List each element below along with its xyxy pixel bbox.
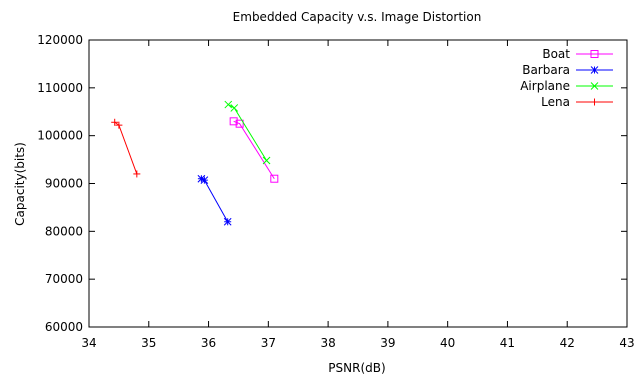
series-line-boat xyxy=(233,120,275,179)
y-tick-label: 60000 xyxy=(45,320,83,334)
x-tick-label: 37 xyxy=(261,336,276,350)
legend-marker xyxy=(590,66,599,74)
marker-square xyxy=(229,117,238,126)
data-point-barbara xyxy=(200,176,209,185)
chart-title: Embedded Capacity v.s. Image Distortion xyxy=(233,10,482,24)
legend-item-airplane: Airplane xyxy=(520,79,613,93)
x-tick-label: 38 xyxy=(320,336,335,350)
series-barbara xyxy=(197,174,232,226)
data-point-boat xyxy=(270,174,279,183)
x-tick-label: 41 xyxy=(500,336,515,350)
legend-item-boat: Boat xyxy=(542,47,613,61)
y-tick-label: 120000 xyxy=(37,33,83,47)
data-point-airplane xyxy=(230,104,239,112)
marker-stroke xyxy=(230,104,239,112)
series-airplane xyxy=(224,100,271,165)
legend-marker xyxy=(590,50,599,58)
y-tick-label: 110000 xyxy=(37,81,83,95)
data-point-lena xyxy=(111,118,119,126)
marker-stroke xyxy=(223,217,232,226)
x-axis: 34 35 36 37 38 39 40 41 42 43 xyxy=(81,40,635,350)
legend-item-lena: Lena xyxy=(541,95,613,109)
legend-item-barbara: Barbara xyxy=(522,63,613,77)
data-point-barbara xyxy=(223,217,232,226)
marker-stroke xyxy=(200,176,209,185)
legend: Boat Barbara Airplane Lena xyxy=(520,47,613,109)
y-axis: 60000 70000 80000 90000 100000 110000 120000 xyxy=(37,33,627,334)
x-tick-label: 39 xyxy=(380,336,395,350)
y-axis-label: Capacity(bits) xyxy=(13,142,27,226)
data-point-boat xyxy=(235,119,244,128)
marker-stroke xyxy=(590,66,599,74)
legend-marker xyxy=(590,82,599,90)
marker-square xyxy=(235,119,244,128)
legend-label: Boat xyxy=(542,47,570,61)
x-axis-label: PSNR(dB) xyxy=(328,361,385,375)
marker-stroke xyxy=(262,156,271,165)
data-point-airplane xyxy=(262,156,271,165)
legend-marker xyxy=(591,98,598,106)
series-boat xyxy=(229,117,279,183)
series-line-barbara xyxy=(201,178,229,223)
x-tick-label: 42 xyxy=(560,336,575,350)
series-lena xyxy=(111,118,141,178)
series-line-airplane xyxy=(228,104,267,161)
x-tick-label: 36 xyxy=(201,336,216,350)
legend-label: Barbara xyxy=(522,63,570,77)
marker-stroke xyxy=(197,174,206,183)
marker-square xyxy=(270,174,279,183)
y-tick-label: 90000 xyxy=(45,177,83,191)
x-tick-label: 35 xyxy=(141,336,156,350)
legend-label: Airplane xyxy=(520,79,570,93)
y-tick-label: 70000 xyxy=(45,272,83,286)
x-tick-label: 43 xyxy=(619,336,634,350)
marker-stroke xyxy=(224,100,233,109)
data-point-boat xyxy=(229,117,238,126)
x-tick-label: 34 xyxy=(81,336,96,350)
legend-label: Lena xyxy=(541,95,570,109)
series-layer xyxy=(111,100,279,226)
marker-stroke xyxy=(590,82,599,90)
data-point-airplane xyxy=(224,100,233,109)
y-tick-label: 100000 xyxy=(37,129,83,143)
data-point-lena xyxy=(133,170,141,178)
marker-square xyxy=(590,50,599,58)
data-point-lena xyxy=(115,121,123,129)
data-point-barbara xyxy=(197,174,206,183)
x-tick-label: 40 xyxy=(440,336,455,350)
y-tick-label: 80000 xyxy=(45,224,83,238)
series-line-lena xyxy=(114,121,138,175)
